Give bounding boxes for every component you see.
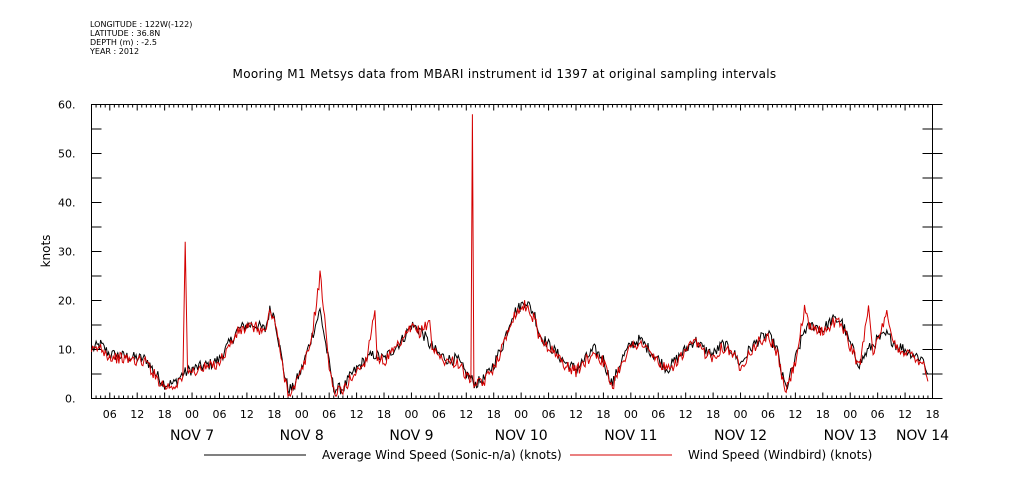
x-hour-label: 00: [185, 408, 199, 421]
x-hour-label: 06: [322, 408, 336, 421]
x-hour-label: 06: [212, 408, 226, 421]
series-average-wind-speed: [91, 301, 929, 396]
longitude-label: LONGITUDE : 122W(-122): [90, 20, 193, 29]
x-hour-label: 12: [788, 408, 802, 421]
year-label: YEAR : 2012: [90, 47, 140, 56]
latitude-label: LATITUDE : 36.8N: [90, 29, 161, 38]
x-hour-label: 18: [158, 408, 172, 421]
y-tick-label: 40.: [58, 197, 76, 210]
x-hour-label: 18: [706, 408, 720, 421]
x-hour-label: 18: [267, 408, 281, 421]
station-metadata: LONGITUDE : 122W(-122) LATITUDE : 36.8N …: [90, 20, 192, 56]
series-windbird-wind-speed: [91, 114, 929, 398]
x-hour-label: 00: [404, 408, 418, 421]
x-hour-label: 00: [295, 408, 309, 421]
x-hour-label: 12: [898, 408, 912, 421]
x-hour-label: 12: [459, 408, 473, 421]
legend-label-average: Average Wind Speed (Sonic-n/a) (knots): [322, 448, 562, 462]
legend-label-windbird: Wind Speed (Windbird) (knots): [688, 448, 872, 462]
x-hour-label: 00: [734, 408, 748, 421]
x-hour-label: 06: [871, 408, 885, 421]
y-tick-label: 60.: [58, 99, 76, 112]
x-hour-label: 12: [240, 408, 254, 421]
x-day-label: NOV 10: [495, 428, 548, 444]
x-hour-label: 12: [350, 408, 364, 421]
x-hour-label: 18: [926, 408, 940, 421]
x-hour-label: 06: [651, 408, 665, 421]
x-hour-label: 06: [761, 408, 775, 421]
x-day-label: NOV 13: [824, 428, 877, 444]
depth-label: DEPTH (m) : -2.5: [90, 38, 157, 47]
x-day-label: NOV 14: [896, 428, 949, 444]
x-hour-label: 18: [596, 408, 610, 421]
x-hour-label: 00: [843, 408, 857, 421]
y-tick-label: 50.: [58, 148, 76, 161]
x-day-label: NOV 11: [604, 428, 657, 444]
x-day-label: NOV 9: [389, 428, 433, 444]
x-hour-label: 00: [514, 408, 528, 421]
axis-ticks: [91, 104, 943, 399]
series-lines: [91, 114, 929, 398]
x-day-label: NOV 8: [280, 428, 324, 444]
y-tick-labels: 0. 10. 20. 30. 40. 50. 60.: [58, 99, 76, 406]
x-hour-label: 12: [130, 408, 144, 421]
legend: Average Wind Speed (Sonic-n/a) (knots) W…: [204, 448, 872, 462]
x-hour-label: 06: [103, 408, 117, 421]
x-day-label: NOV 12: [714, 428, 767, 444]
x-tick-labels: 06 12 18 00 06 12 18 00 06 12 18 00 06 12 18 00 06 12 18 00…: [103, 408, 949, 444]
x-hour-label: 18: [487, 408, 501, 421]
x-day-label: NOV 7: [170, 428, 214, 444]
y-tick-label: 20.: [58, 295, 76, 308]
x-hour-label: 18: [816, 408, 830, 421]
x-hour-label: 00: [624, 408, 638, 421]
x-hour-label: 12: [569, 408, 583, 421]
x-hour-label: 12: [679, 408, 693, 421]
y-axis-label: knots: [39, 235, 53, 268]
x-hour-label: 06: [542, 408, 556, 421]
y-tick-label: 0.: [65, 393, 76, 406]
y-tick-label: 10.: [58, 344, 76, 357]
x-hour-label: 18: [377, 408, 391, 421]
y-tick-label: 30.: [58, 246, 76, 259]
chart-title: Mooring M1 Metsys data from MBARI instru…: [232, 67, 777, 81]
x-hour-label: 06: [432, 408, 446, 421]
plot-frame: [91, 104, 933, 399]
